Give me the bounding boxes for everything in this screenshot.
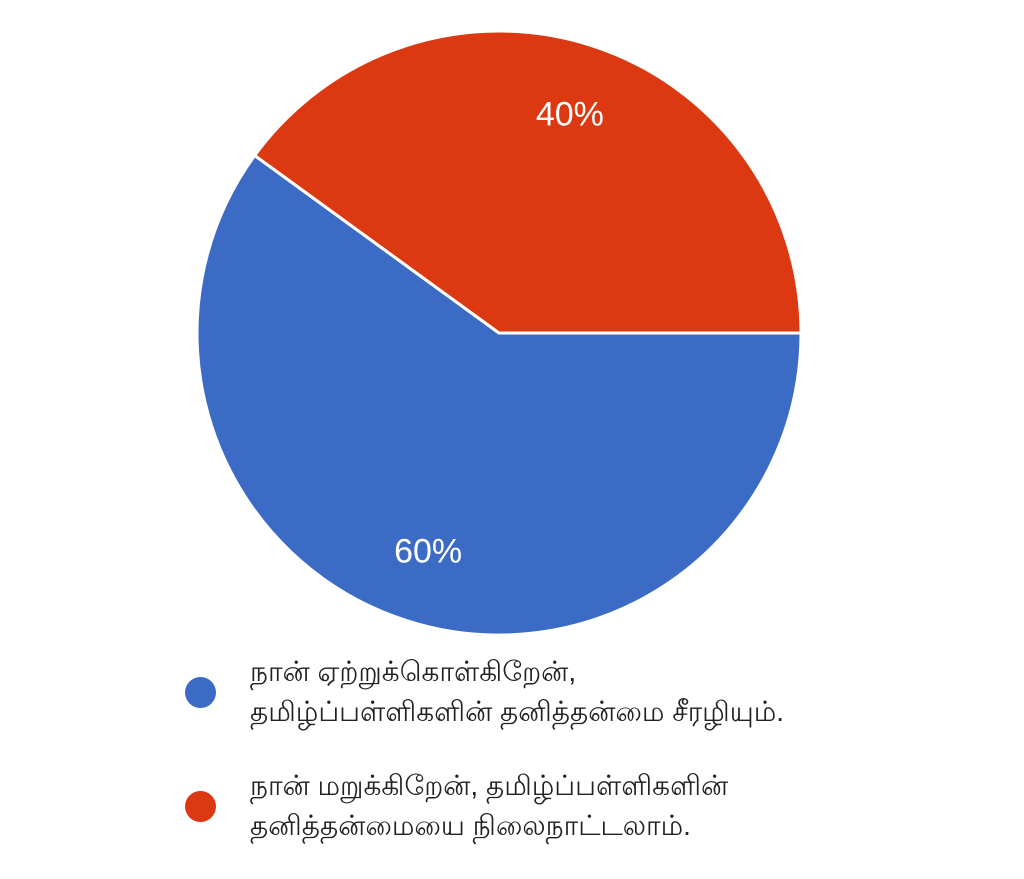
legend-label-line-2: தமிழ்ப்பள்ளிகளின் தனித்தன்மை சீரழியும். xyxy=(250,696,785,727)
legend-label-line-1: நான் மறுக்கிறேன், தமிழ்ப்பள்ளிகளின் xyxy=(250,770,729,801)
pie-chart: 60% 40% xyxy=(195,29,803,637)
legend-item-refuse: நான் மறுக்கிறேன், தமிழ்ப்பள்ளிகளின் தனித… xyxy=(185,766,728,846)
pie-slice-label: 40% xyxy=(536,96,604,134)
legend-label-line-2: தனித்தன்மையை நிலைநாட்டலாம். xyxy=(250,810,691,841)
pie-slice-label: 60% xyxy=(394,532,462,570)
legend-label-accept: நான் ஏற்றுக்கொள்கிறேன், தமிழ்ப்பள்ளிகளின… xyxy=(250,652,784,732)
pie-slice-40[interactable] xyxy=(253,29,803,335)
legend-swatch-red xyxy=(185,790,216,822)
legend-item-accept: நான் ஏற்றுக்கொள்கிறேன், தமிழ்ப்பள்ளிகளின… xyxy=(185,652,784,732)
pie-slice-60[interactable] xyxy=(195,154,803,637)
legend-label-refuse: நான் மறுக்கிறேன், தமிழ்ப்பள்ளிகளின் தனித… xyxy=(250,766,728,846)
legend-label-line-1: நான் ஏற்றுக்கொள்கிறேன், xyxy=(250,656,577,687)
legend-swatch-blue xyxy=(185,676,216,708)
